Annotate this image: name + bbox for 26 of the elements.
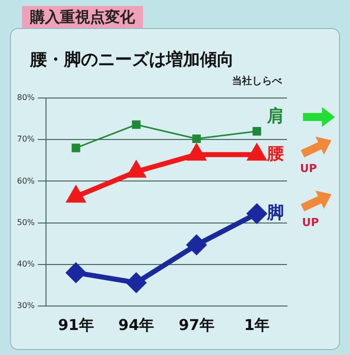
x-tick-label: 97年: [178, 316, 214, 334]
point: [247, 204, 266, 224]
point: [66, 263, 86, 282]
text: UP: [300, 162, 317, 175]
text: UP: [302, 216, 319, 229]
y-tick-label: 60%: [17, 176, 36, 186]
text: 当社しらべ: [232, 74, 282, 88]
y-tick-label: 30%: [17, 301, 36, 310]
point: [126, 273, 146, 292]
chart-title: 購入重視点変化: [22, 6, 143, 29]
y-tick-label: 70%: [17, 134, 36, 144]
point: [72, 144, 80, 152]
x-tick-label: 91年: [58, 316, 94, 334]
point: [132, 120, 141, 129]
x-tick-label: 1年: [244, 316, 270, 334]
point: [252, 126, 262, 136]
point: [192, 134, 201, 144]
chart-subtitle: 腰・脚のニーズは増加傾向: [30, 49, 234, 71]
series-label: 肩: [266, 106, 284, 127]
y-tick-label: 40%: [17, 259, 36, 268]
point: [187, 235, 206, 254]
y-tick-label: 80%: [17, 93, 36, 102]
x-tick-label: 94年: [118, 316, 154, 334]
series-label: 脚: [266, 203, 284, 224]
y-tick-label: 50%: [17, 218, 36, 227]
series-label: 腰: [266, 144, 284, 164]
